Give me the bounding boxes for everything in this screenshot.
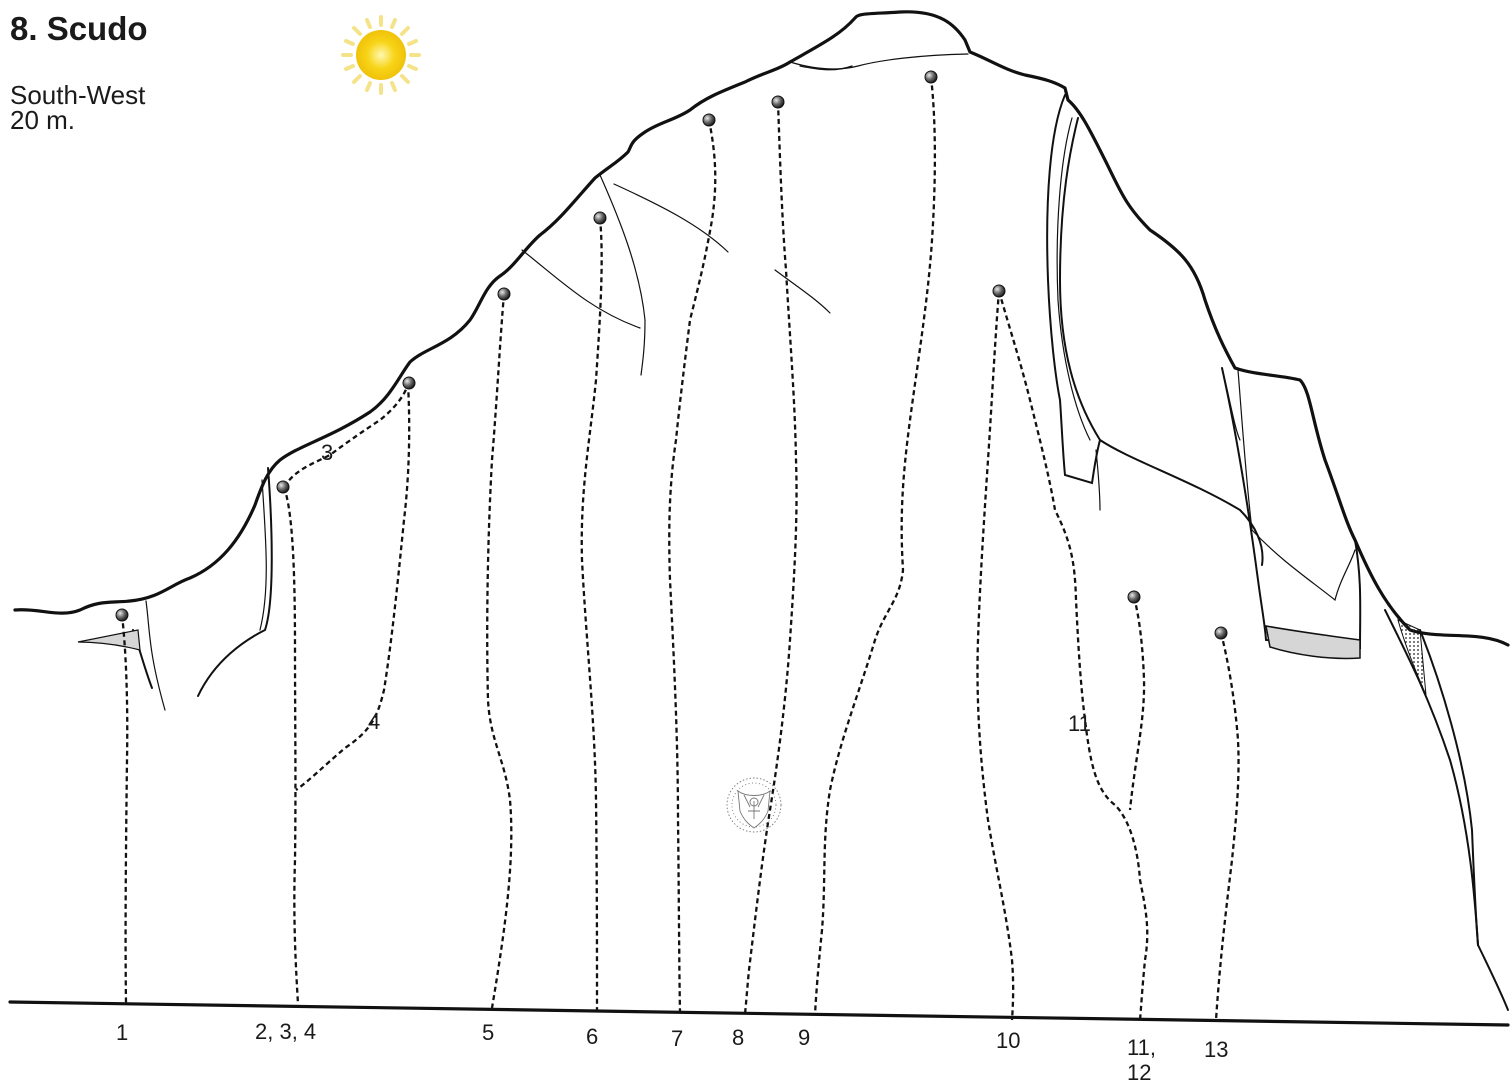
route-7 [668,119,717,1013]
route-base-label: 11, [1127,1035,1156,1060]
belay-anchor-icon [593,211,607,225]
route-2 [282,486,300,1005]
route-base-label: 5 [482,1020,494,1045]
belay-anchor-icon [1214,626,1228,640]
route-lines [120,76,1240,1021]
crack-line [613,183,729,253]
ground-line [8,1000,1510,1027]
route-base-label: 8 [732,1025,744,1050]
sector-title: 8. Scudo [10,10,148,47]
sun-icon [341,15,421,95]
route-1 [120,614,129,1004]
belay-anchor-icon [402,376,416,390]
crack-line [799,65,853,71]
route-13 [1214,632,1240,1021]
rock-feature [1477,944,1509,1011]
height-text: 20 m. [10,105,76,135]
route-base-label: 10 [996,1028,1020,1053]
crack-line [789,53,969,70]
pillar-outline [1221,367,1241,441]
belay-anchor-icon [115,608,129,622]
belay-anchor-icon [1127,590,1141,604]
belay-anchor-icon [276,480,290,494]
route-inline-label: 11 [1068,711,1091,736]
route-base-label: 2, 3, 4 [255,1019,316,1044]
route-8 [743,101,798,1015]
crest-emblem-icon [726,777,782,833]
pillar-outline [1237,369,1356,602]
crack-line [521,249,641,329]
flake-outline [1099,439,1264,566]
flake-outline [1095,449,1101,511]
route-base-label: 12 [1127,1060,1151,1085]
belay-anchor-icon [924,70,938,84]
belay-anchor-icon [992,284,1006,298]
route-12 [1128,596,1146,811]
crack-line [774,269,831,314]
route-3 [283,383,410,488]
aspect-text: South-West [10,80,146,110]
rock-outline [13,10,1510,647]
route-6 [580,217,603,1011]
rock-feature [259,479,267,631]
belay-anchors [115,70,1228,640]
route-inline-label: 4 [368,709,380,734]
rock-feature [145,600,166,711]
route-inline-label: 3 [321,440,333,465]
route-9 [813,76,937,1016]
route-5 [486,293,513,1009]
sector-meta: South-West 20 m. [10,80,146,135]
route-4 [295,383,411,791]
route-base-label: 13 [1204,1037,1228,1062]
route-base-label: 9 [798,1025,810,1050]
belay-anchor-icon [497,287,511,301]
belay-anchor-icon [702,113,716,127]
route-10 [976,290,1015,1021]
crack-line [599,174,646,376]
route-11 [997,290,1149,1021]
ledge-fill [77,629,141,651]
flake-outline [1046,94,1102,485]
route-base-label: 6 [586,1024,598,1049]
rock-feature [1419,629,1479,946]
flake-outline [1056,117,1091,441]
route-base-label: 7 [671,1026,683,1051]
belay-anchor-icon [771,95,785,109]
rock-feature [197,467,273,697]
pillar-outline [1221,367,1362,650]
ledge-fill [1265,625,1361,660]
route-base-label: 1 [116,1020,128,1045]
